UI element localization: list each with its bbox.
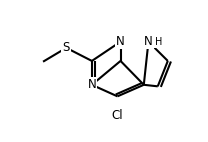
Text: N: N [88, 78, 96, 91]
Text: H: H [155, 37, 162, 47]
Text: H: H [155, 37, 162, 47]
Text: N: N [88, 78, 96, 91]
Text: S: S [63, 41, 70, 54]
Text: N: N [116, 35, 125, 48]
Text: Cl: Cl [112, 109, 123, 122]
Text: Cl: Cl [112, 109, 123, 122]
Text: S: S [63, 41, 70, 54]
Text: N: N [144, 35, 153, 48]
Text: N: N [116, 35, 125, 48]
Text: N: N [144, 35, 153, 48]
